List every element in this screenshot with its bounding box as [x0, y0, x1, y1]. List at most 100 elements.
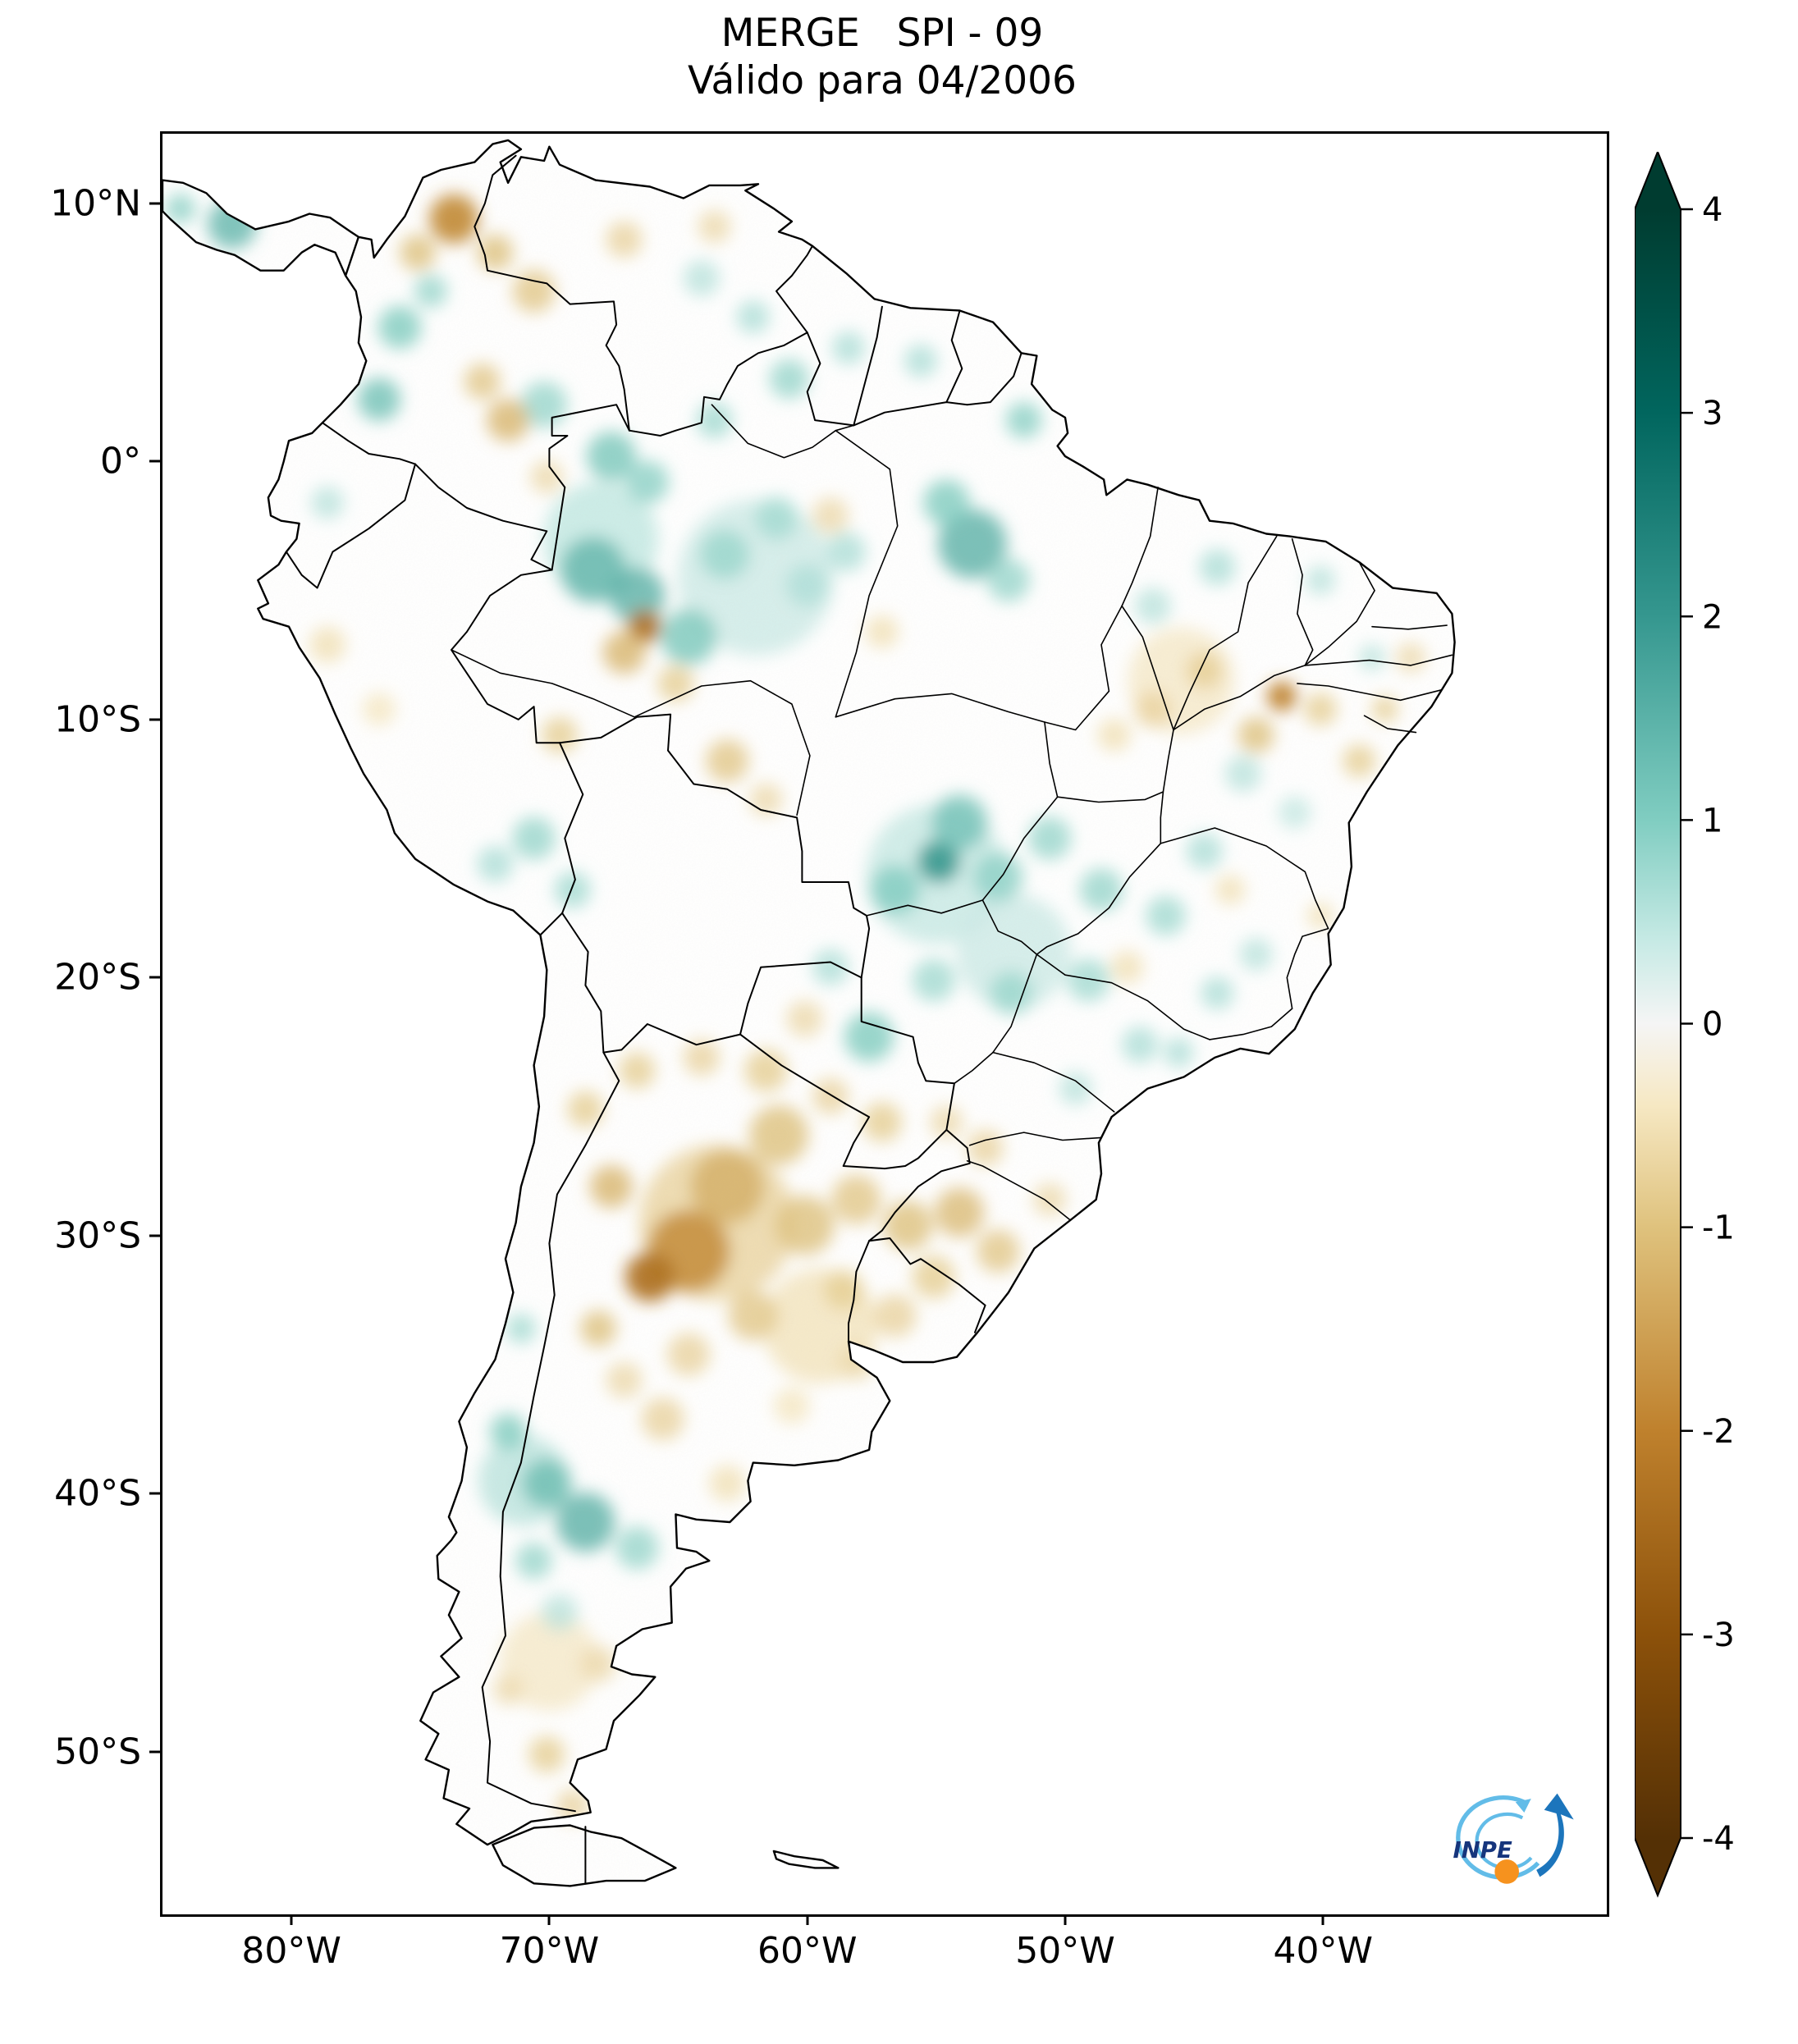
state-border	[1363, 715, 1417, 734]
state-border	[1304, 561, 1375, 666]
state-border	[981, 899, 1038, 955]
country-border	[848, 1240, 871, 1342]
map-plot-area: INPE	[160, 131, 1609, 1917]
lon-tick-label: 50°W	[1015, 1930, 1115, 1972]
country-border	[285, 463, 416, 589]
inpe-blue-arrow-icon	[1536, 1793, 1574, 1877]
inpe-logo-text: INPE	[1453, 1837, 1512, 1863]
lat-tick-label: 40°S	[54, 1472, 141, 1515]
state-border	[1371, 624, 1448, 630]
lat-tick-label: 20°S	[54, 956, 141, 999]
colorbar-tick-label: -4	[1702, 1820, 1735, 1858]
lon-tick-label: 60°W	[757, 1930, 858, 1972]
state-border	[992, 1051, 1115, 1113]
state-border	[1036, 953, 1210, 1040]
colorbar-tick-label: -3	[1702, 1616, 1735, 1654]
lat-tick-mark	[149, 1234, 160, 1237]
south-america-map	[162, 139, 1456, 1887]
lat-tick-mark	[149, 202, 160, 205]
state-border	[451, 649, 635, 718]
lon-tick-label: 40°W	[1273, 1930, 1374, 1972]
inpe-orange-ball-icon	[1494, 1859, 1519, 1884]
country-border	[602, 1023, 741, 1054]
country-border	[561, 912, 605, 1054]
lon-tick-mark	[290, 1914, 293, 1925]
state-border	[866, 899, 984, 917]
country-border	[559, 742, 584, 914]
state-borders	[451, 404, 1453, 1221]
country-border	[628, 332, 808, 437]
state-border	[1160, 827, 1329, 930]
inpe-logo: INPE	[1453, 1793, 1574, 1884]
country-border	[414, 463, 553, 571]
state-border	[1291, 538, 1314, 666]
colorbar-tick-label: 2	[1702, 598, 1723, 636]
country-border	[868, 1128, 971, 1242]
land-texture	[162, 139, 1455, 1886]
country-border	[868, 1237, 986, 1333]
state-border	[835, 693, 1045, 723]
figure-subtitle: Válido para 04/2006	[688, 58, 1077, 103]
state-border	[634, 679, 811, 816]
colorbar-tick-label: 3	[1702, 395, 1723, 432]
lat-tick-mark	[149, 1492, 160, 1495]
country-border	[548, 404, 630, 571]
lon-tick-mark	[1064, 1914, 1067, 1925]
state-border	[1173, 665, 1306, 731]
state-border	[1173, 535, 1278, 731]
coastline	[162, 139, 1456, 1887]
lat-tick-label: 50°S	[54, 1731, 141, 1773]
country-border	[559, 713, 871, 979]
state-border	[1160, 791, 1164, 844]
state-border	[1286, 927, 1329, 1009]
state-border	[1044, 605, 1123, 798]
lat-tick-mark	[149, 1750, 160, 1754]
country-border	[853, 401, 948, 427]
lon-tick-mark	[806, 1914, 809, 1925]
lat-tick-mark	[149, 976, 160, 979]
colorbar-tick-label: 0	[1702, 1006, 1723, 1044]
colorbar-tick-label: 1	[1702, 802, 1723, 839]
lon-tick-mark	[1321, 1914, 1324, 1925]
country-border	[539, 912, 564, 936]
spi-anomaly-blob	[635, 1713, 665, 1744]
lat-tick-label: 10°S	[54, 698, 141, 741]
country-borders	[285, 154, 1023, 1885]
lat-tick-mark	[149, 460, 160, 463]
country-border	[945, 352, 1023, 406]
lon-tick-mark	[547, 1914, 551, 1925]
country-border	[775, 245, 813, 334]
country-border	[481, 1051, 620, 1813]
state-border	[835, 429, 899, 718]
lat-tick-label: 30°S	[54, 1214, 141, 1257]
colorbar-tick-label: -2	[1702, 1413, 1735, 1451]
state-border	[1209, 1008, 1293, 1040]
state-border	[1036, 843, 1162, 955]
state-border	[1121, 605, 1174, 731]
title-block: MERGE SPI - 09 Válido para 04/2006	[160, 10, 1604, 105]
state-border	[1121, 487, 1159, 607]
colorbar-tick-label: -1	[1702, 1209, 1735, 1247]
country-border	[321, 422, 416, 465]
state-border	[1056, 729, 1174, 803]
country-border	[945, 311, 963, 404]
figure-title: MERGE SPI - 09	[721, 11, 1044, 56]
lon-tick-label: 80°W	[241, 1930, 341, 1972]
country-border	[806, 332, 855, 427]
state-border	[711, 404, 855, 459]
state-border	[981, 796, 1059, 901]
state-border	[968, 1132, 1102, 1146]
lat-tick-mark	[149, 718, 160, 721]
colorbar-gradient	[1635, 152, 1681, 1898]
country-border	[451, 569, 560, 744]
state-border	[1304, 654, 1453, 666]
state-border	[1297, 683, 1443, 702]
country-border	[853, 305, 883, 427]
state-border	[966, 1159, 1072, 1221]
country-border	[474, 154, 630, 432]
lat-tick-label: 10°N	[50, 182, 141, 225]
country-border	[739, 1033, 948, 1170]
lon-tick-label: 70°W	[499, 1930, 600, 1972]
country-border	[739, 961, 862, 1036]
